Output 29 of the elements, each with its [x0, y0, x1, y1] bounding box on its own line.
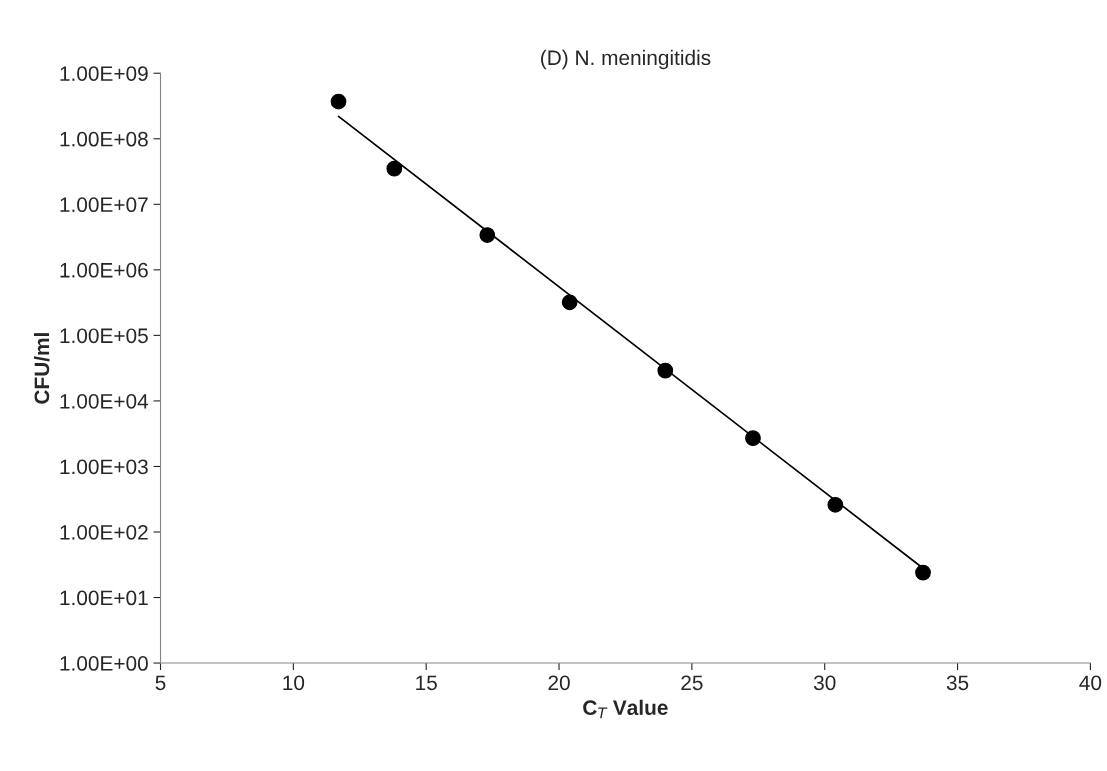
- point: [915, 564, 931, 581]
- chart-title: (D) N. meningitidis: [541, 49, 711, 70]
- point: [827, 496, 844, 513]
- x-axis-title: C$_{T}$ Value: [583, 699, 668, 719]
- point: [745, 430, 761, 447]
- y-tick-label: 1.00E+05: [60, 328, 148, 344]
- x-tick-label: 40: [1079, 675, 1102, 691]
- y-tick-label: 1.00E+04: [60, 393, 149, 409]
- y-tick-label: 1.00E+09: [60, 66, 148, 81]
- x-tick-label: 15: [416, 675, 437, 691]
- y-tick-label: 1.00E+08: [60, 131, 148, 147]
- x-tick-label: 25: [681, 675, 703, 691]
- point: [386, 160, 403, 177]
- x-tick-label: 20: [548, 675, 570, 691]
- y-tick-label: 1.00E+07: [60, 197, 148, 213]
- y-tick-label: 1.00E+03: [60, 459, 148, 475]
- x-tick-label: 10: [283, 675, 305, 691]
- y-tick-label: 1.00E+06: [60, 262, 148, 278]
- x-tick-label: 5: [155, 675, 166, 691]
- x-tick-label: 30: [813, 675, 836, 691]
- point: [479, 227, 496, 243]
- y-tick-label: 1.00E+00: [60, 656, 148, 671]
- point: [330, 93, 347, 110]
- y-axis-title: CFU/ml: [33, 333, 50, 404]
- y-tick-label: 1.00E+02: [60, 524, 148, 540]
- point: [561, 294, 578, 311]
- point: [657, 362, 674, 379]
- x-tick-label: 35: [946, 675, 969, 691]
- y-tick-label: 1.00E+01: [60, 590, 148, 606]
